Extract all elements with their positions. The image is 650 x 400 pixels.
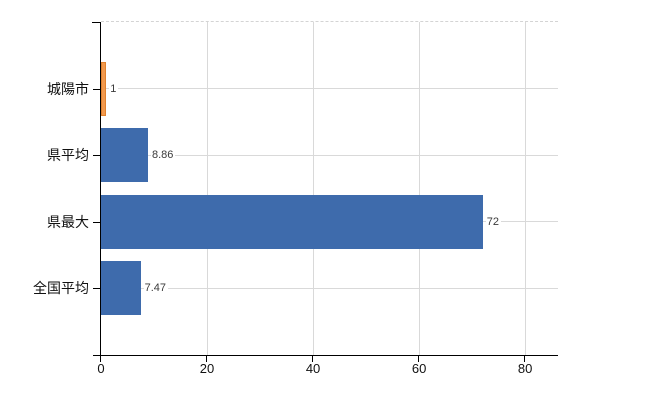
grid-line-horizontal <box>101 88 558 90</box>
bar-value-label: 7.47 <box>143 281 169 296</box>
bar <box>101 261 141 316</box>
y-axis-top-tick <box>92 22 100 23</box>
y-axis-tick <box>93 155 100 157</box>
x-axis-tick-label: 60 <box>411 361 427 376</box>
grid-line-horizontal <box>101 287 558 289</box>
grid-line-vertical <box>313 22 315 355</box>
bar-value-label: 72 <box>485 214 501 229</box>
plot-area: 1 8.86 72 7.47 <box>100 21 558 356</box>
bar <box>101 61 107 116</box>
y-axis-tick <box>93 288 100 290</box>
grid-line-horizontal <box>101 154 558 156</box>
x-axis-tick-label: 40 <box>305 361 321 376</box>
bar <box>101 194 483 249</box>
y-axis-tick <box>93 88 100 90</box>
x-axis-tick <box>100 356 101 362</box>
bar <box>101 128 148 183</box>
bar-value-label: 1 <box>109 81 119 96</box>
bar-value-label: 8.86 <box>150 148 176 163</box>
y-axis-label: 県平均 <box>47 147 89 164</box>
x-axis-tick-label: 80 <box>517 361 533 376</box>
x-axis-tick <box>524 356 526 362</box>
y-axis-label: 全国平均 <box>33 280 89 297</box>
x-axis-tick <box>418 356 420 362</box>
y-axis-label: 県最大 <box>47 213 89 230</box>
y-axis-tick <box>93 221 100 223</box>
x-axis-tick <box>206 356 208 362</box>
grid-line-vertical <box>207 22 209 355</box>
grid-line-vertical <box>419 22 421 355</box>
grid-line-vertical <box>525 22 527 355</box>
x-axis-tick-label: 20 <box>199 361 215 376</box>
x-axis-tick-label: 0 <box>97 361 105 376</box>
x-axis-tick <box>312 356 314 362</box>
x-axis-left-extension <box>93 355 100 356</box>
plot-top-gridline <box>101 21 558 22</box>
y-axis-label: 城陽市 <box>47 80 89 97</box>
